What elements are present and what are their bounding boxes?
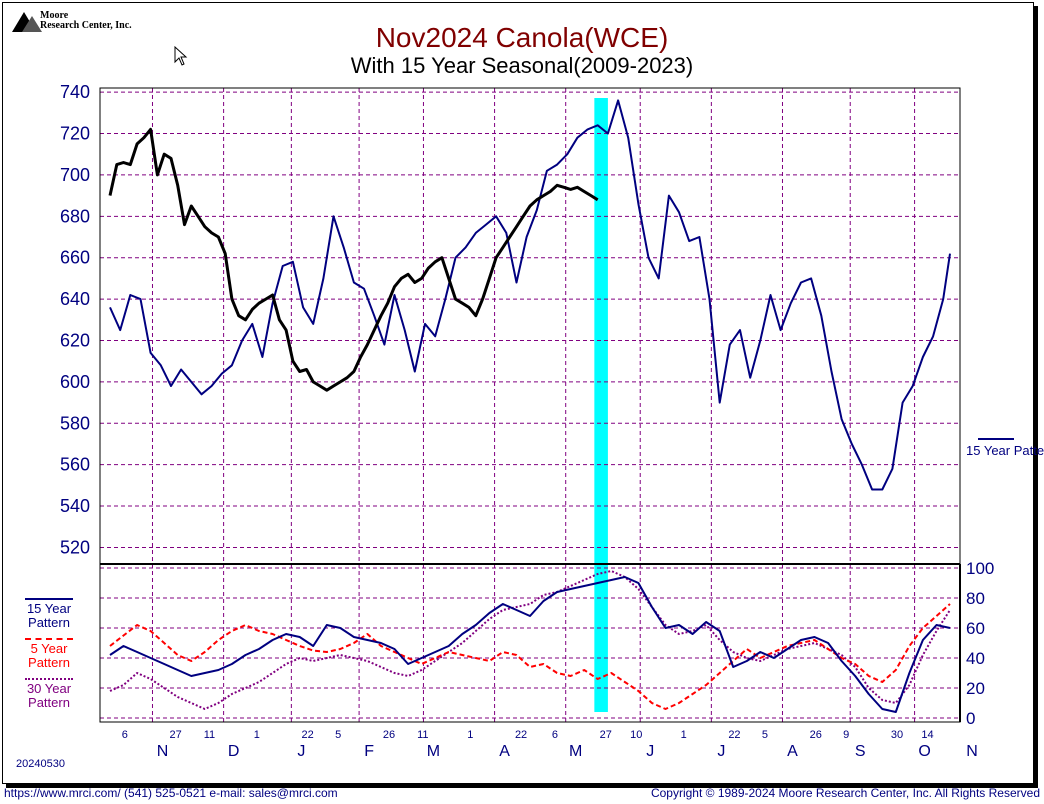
- legend-top-line: [978, 438, 1014, 440]
- x-day-label: 27: [600, 729, 612, 741]
- x-month-label: J: [297, 743, 305, 760]
- x-day-label: 10: [630, 729, 642, 741]
- series-30yr-pattern-line: [109, 570, 951, 710]
- y-tick-label: 580: [60, 413, 90, 433]
- y-tick-label: 680: [60, 206, 90, 226]
- x-day-label: 9: [843, 729, 849, 741]
- legend-top-15yr: 15 Year Pattern: [966, 438, 1044, 458]
- legend-bottom-30yr-label: 30 Year Pattern: [26, 681, 72, 710]
- x-day-label: 6: [552, 729, 558, 741]
- y-tick-label: 740: [60, 82, 90, 102]
- mouse-cursor-icon: [174, 46, 188, 66]
- legend-bottom-15yr-line: [25, 598, 73, 600]
- y2-tick-label: 40: [966, 649, 985, 668]
- y-tick-label: 720: [60, 124, 90, 144]
- x-month-label: O: [918, 743, 930, 760]
- y-tick-label: 660: [60, 248, 90, 268]
- x-month-label: J: [646, 743, 654, 760]
- series-price-line: [108, 127, 599, 392]
- x-day-label: 22: [728, 729, 740, 741]
- x-day-label: 27: [169, 729, 181, 741]
- x-day-label: 1: [681, 729, 687, 741]
- x-day-label: 22: [302, 729, 314, 741]
- chart-subtitle: With 15 Year Seasonal(2009-2023): [350, 53, 694, 78]
- logo-mark: [12, 12, 42, 32]
- y2-tick-label: 100: [966, 559, 994, 578]
- logo-text: Moore Research Center, Inc.: [40, 11, 132, 31]
- y2-tick-label: 60: [966, 619, 985, 638]
- x-day-label: 26: [383, 729, 395, 741]
- series-15yr-pattern-line: [109, 99, 951, 491]
- legend-bottom-5yr-label: 5 Year Pattern: [28, 641, 70, 670]
- x-day-label: 30: [891, 729, 903, 741]
- logo-line1: Moore: [40, 10, 69, 21]
- y-tick-label: 700: [60, 165, 90, 185]
- legend-bottom-15yr-label: 15 Year Pattern: [26, 601, 72, 630]
- legend-bottom-5yr: 5 Year Pattern: [14, 638, 84, 670]
- logo-line2: Research Center, Inc.: [40, 20, 132, 31]
- x-day-label: 1: [467, 729, 473, 741]
- x-day-label: 14: [921, 729, 933, 741]
- x-month-label: N: [157, 743, 169, 760]
- highlight-band: [594, 98, 608, 712]
- y2-tick-label: 0: [966, 709, 975, 728]
- x-day-label: 5: [762, 729, 768, 741]
- footer-contact[interactable]: https://www.mrci.com/ (541) 525-0521 e-m…: [4, 786, 338, 800]
- x-month-label: N: [966, 743, 978, 760]
- x-day-label: 11: [204, 729, 215, 741]
- x-month-label: A: [787, 743, 798, 760]
- series-5yr-pattern-line: [109, 603, 951, 710]
- date-stamp: 20240530: [16, 758, 65, 770]
- legend-bottom-30yr: 30 Year Pattern: [14, 678, 84, 710]
- x-day-label: 22: [515, 729, 527, 741]
- x-month-label: M: [427, 743, 440, 760]
- y-tick-label: 520: [60, 537, 90, 557]
- x-month-label: D: [228, 743, 240, 760]
- y2-tick-label: 80: [966, 589, 985, 608]
- chart-title: Nov2024 Canola(WCE): [375, 22, 669, 53]
- series-15yr-bottom-line: [109, 576, 951, 713]
- y-tick-label: 620: [60, 330, 90, 350]
- legend-bottom-30yr-line: [25, 678, 73, 680]
- x-month-label: A: [499, 743, 510, 760]
- x-month-label: J: [717, 743, 725, 760]
- x-day-label: 5: [335, 729, 341, 741]
- footer-copyright: Copyright © 1989-2024 Moore Research Cen…: [650, 786, 1040, 800]
- x-day-label: 26: [810, 729, 822, 741]
- x-month-label: S: [855, 743, 866, 760]
- x-month-label: M: [569, 743, 582, 760]
- chart-frame: [2, 2, 1034, 784]
- y-tick-label: 540: [60, 496, 90, 516]
- x-day-label: 6: [122, 729, 128, 741]
- legend-bottom-5yr-line: [25, 638, 73, 640]
- y-tick-label: 600: [60, 372, 90, 392]
- x-month-label: F: [364, 743, 374, 760]
- y-tick-label: 640: [60, 289, 90, 309]
- legend-top-15yr-label: 15 Year Pattern: [966, 443, 1044, 458]
- x-day-label: 11: [417, 729, 428, 741]
- plot-border: [99, 87, 961, 723]
- y-tick-label: 560: [60, 455, 90, 475]
- legend-bottom-15yr: 15 Year Pattern: [14, 598, 84, 630]
- y2-tick-label: 20: [966, 679, 985, 698]
- x-day-label: 1: [254, 729, 260, 741]
